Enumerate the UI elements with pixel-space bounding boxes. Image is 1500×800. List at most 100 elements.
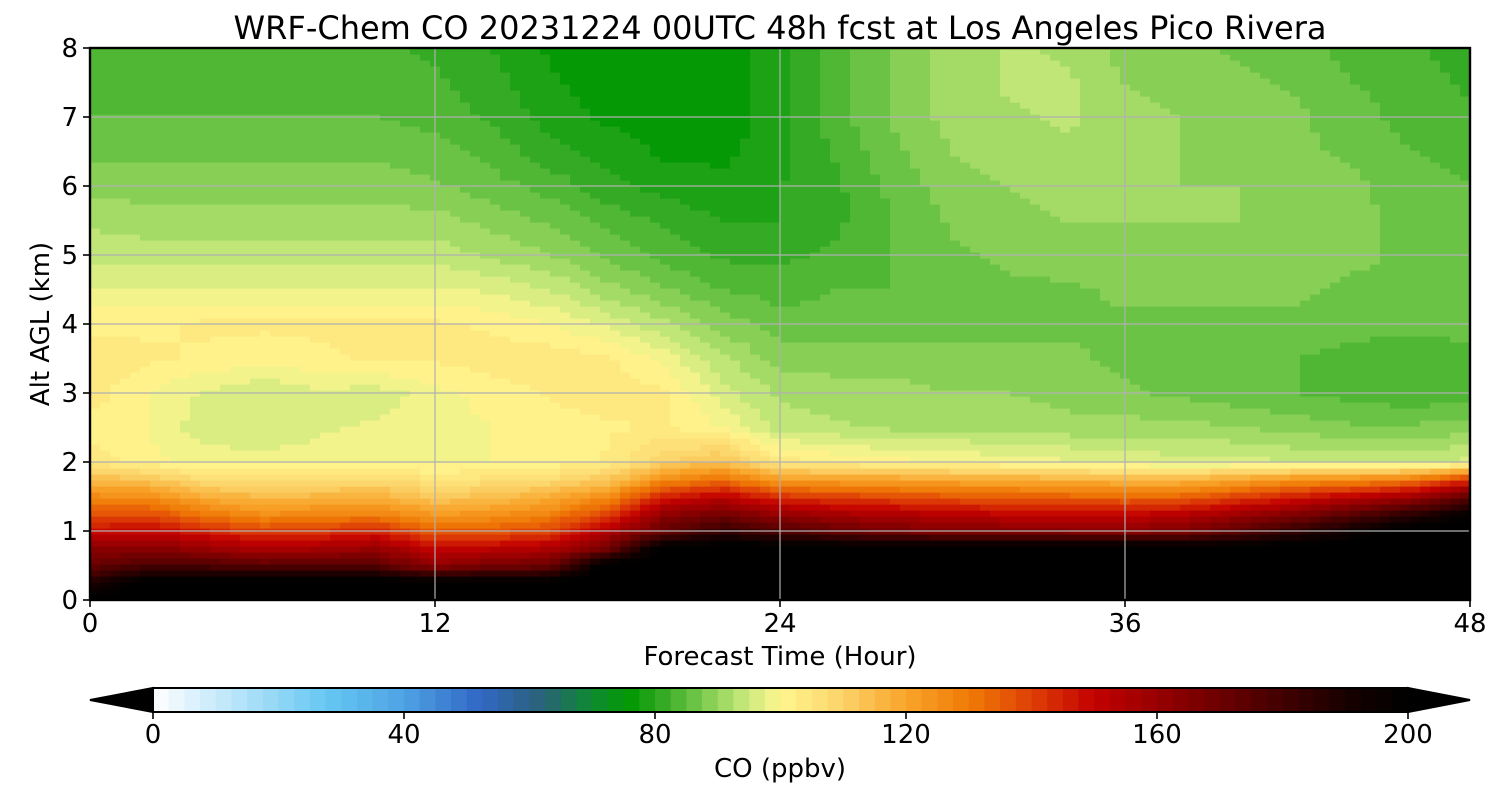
contour-cell <box>1290 570 1301 577</box>
contour-cell <box>1150 594 1161 601</box>
contour-cell <box>130 576 141 583</box>
contour-cell <box>1180 414 1191 421</box>
contour-cell <box>1450 498 1461 505</box>
contour-cell <box>450 486 461 493</box>
contour-cell <box>1130 456 1141 463</box>
contour-cell <box>410 474 421 481</box>
contour-cell <box>1370 408 1381 415</box>
contour-cell <box>520 576 531 583</box>
contour-cell <box>530 516 541 523</box>
contour-cell <box>750 426 761 433</box>
contour-cell <box>270 444 281 451</box>
contour-cell <box>780 480 791 487</box>
contour-cell <box>1440 492 1451 499</box>
contour-cell <box>950 414 961 421</box>
contour-cell <box>810 570 821 577</box>
contour-cell <box>930 522 941 529</box>
contour-cell <box>1460 408 1471 415</box>
contour-cell <box>620 432 631 439</box>
contour-cell <box>490 588 501 595</box>
contour-cell <box>530 552 541 559</box>
contour-cell <box>1430 408 1441 415</box>
contour-cell <box>90 552 101 559</box>
contour-cell <box>1350 564 1361 571</box>
contour-cell <box>1270 408 1281 415</box>
contour-cell <box>200 486 211 493</box>
contour-cell <box>520 384 531 391</box>
plot-area <box>88 46 1472 602</box>
contour-cell <box>1050 564 1061 571</box>
contour-cell <box>130 402 141 409</box>
contour-cell <box>630 462 641 469</box>
contour-cell <box>220 546 231 553</box>
contour-cell <box>830 546 841 553</box>
contour-cell <box>530 462 541 469</box>
contour-cell <box>1240 444 1251 451</box>
contour-cell <box>620 588 631 595</box>
contour-cell <box>90 408 101 415</box>
contour-cell <box>420 420 431 427</box>
contour-cell <box>1390 426 1401 433</box>
contour-cell <box>520 414 531 421</box>
contour-cell <box>1140 462 1151 469</box>
contour-cell <box>300 474 311 481</box>
contour-cell <box>990 456 1001 463</box>
contour-cell <box>1240 540 1251 547</box>
contour-cell <box>790 588 801 595</box>
contour-cell <box>880 420 891 427</box>
contour-cell <box>1320 492 1331 499</box>
contour-cell <box>230 396 241 403</box>
contour-cell <box>730 444 741 451</box>
contour-cell <box>870 402 881 409</box>
contour-cell <box>1100 426 1111 433</box>
contour-cell <box>1160 594 1171 601</box>
contour-cell <box>1340 564 1351 571</box>
contour-cell <box>1380 450 1391 457</box>
contour-cell <box>460 420 471 427</box>
contour-cell <box>400 420 411 427</box>
contour-cell <box>220 378 231 385</box>
contour-cell <box>1190 474 1201 481</box>
contour-cell <box>1430 456 1441 463</box>
contour-cell <box>850 594 861 601</box>
contour-cell <box>1450 570 1461 577</box>
contour-cell <box>250 474 261 481</box>
contour-cell <box>1220 486 1231 493</box>
contour-cell <box>1390 402 1401 409</box>
contour-cell <box>1380 510 1391 517</box>
contour-cell <box>520 510 531 517</box>
contour-cell <box>980 408 991 415</box>
contour-cell <box>560 450 571 457</box>
contour-cell <box>1100 384 1111 391</box>
contour-cell <box>300 456 311 463</box>
contour-cell <box>830 432 841 439</box>
contour-cell <box>1180 510 1191 517</box>
contour-cell <box>730 504 741 511</box>
contour-cell <box>150 450 161 457</box>
contour-cell <box>270 564 281 571</box>
contour-cell <box>520 552 531 559</box>
contour-cell <box>230 486 241 493</box>
contour-cell <box>720 420 731 427</box>
contour-cell <box>1040 474 1051 481</box>
contour-cell <box>1460 474 1471 481</box>
contour-cell <box>730 396 741 403</box>
contour-cell <box>600 570 611 577</box>
contour-cell <box>210 504 221 511</box>
contour-cell <box>900 480 911 487</box>
contour-cell <box>1170 516 1181 523</box>
contour-cell <box>130 558 141 565</box>
contour-cell <box>1030 594 1041 601</box>
contour-cell <box>150 522 161 529</box>
contour-cell <box>330 534 341 541</box>
contour-cell <box>1140 570 1151 577</box>
contour-cell <box>800 396 811 403</box>
contour-cell <box>310 522 321 529</box>
contour-cell <box>640 396 651 403</box>
contour-cell <box>390 450 401 457</box>
contour-cell <box>980 498 991 505</box>
contour-cell <box>1280 426 1291 433</box>
contour-cell <box>90 522 101 529</box>
contour-cell <box>150 432 161 439</box>
contour-cell <box>150 420 161 427</box>
